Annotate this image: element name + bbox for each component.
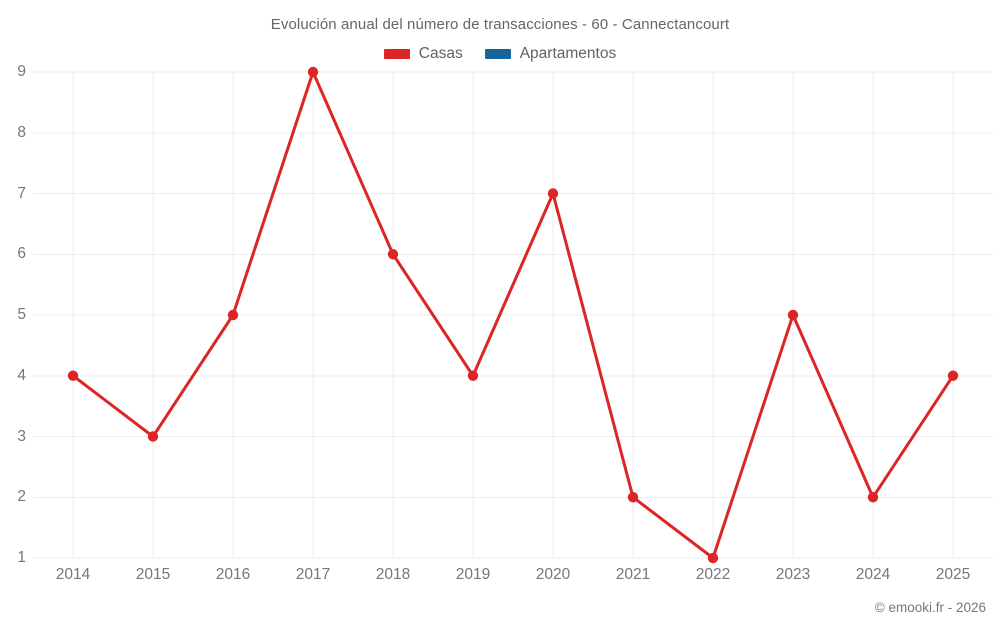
x-axis-tick-label: 2019	[455, 566, 491, 583]
y-axis-tick-label: 5	[17, 306, 26, 323]
x-axis-tick-label: 2017	[295, 566, 331, 583]
y-axis-tick-label: 7	[17, 184, 26, 202]
data-point[interactable]	[67, 370, 79, 381]
data-point[interactable]	[547, 188, 559, 199]
data-point[interactable]	[867, 492, 879, 503]
x-axis-tick-label: 2023	[775, 566, 811, 583]
chart-legend: Casas Apartamentos	[0, 45, 1000, 63]
data-point[interactable]	[147, 431, 159, 442]
x-axis-tick-label: 2018	[375, 566, 411, 583]
x-axis-tick-label: 2020	[535, 566, 571, 583]
x-axis-tick-label: 2015	[135, 566, 171, 583]
y-axis-tick-label: 6	[17, 245, 26, 263]
y-axis-tick-label: 3	[17, 427, 26, 445]
x-axis-tick-label: 2021	[615, 566, 651, 583]
legend-swatch-casas	[383, 49, 410, 59]
series-line-casas	[71, 70, 955, 560]
x-axis-tick-label: 2025	[935, 566, 971, 583]
x-axis-tick-label: 2022	[695, 566, 731, 583]
y-axis-tick-label: 9	[17, 63, 26, 80]
y-axis-tick-label: 2	[17, 488, 26, 506]
data-point[interactable]	[787, 309, 799, 321]
data-point[interactable]	[947, 370, 959, 381]
y-axis-tick-label: 1	[17, 549, 26, 566]
chart-title: Evolución anual del número de transaccio…	[270, 16, 730, 33]
y-axis-tick-labels: 1 2 3 4 5 6 7 8 9	[0, 0, 26, 625]
data-point[interactable]	[307, 66, 319, 78]
legend-label-apartamentos: Apartamentos	[519, 45, 617, 62]
legend-item-casas[interactable]: Casas	[383, 45, 463, 63]
legend-label-casas: Casas	[418, 45, 463, 62]
data-point[interactable]	[627, 492, 639, 503]
data-point[interactable]	[227, 309, 239, 321]
x-axis-tick-label: 2016	[215, 566, 251, 583]
y-axis-tick-label: 4	[17, 366, 26, 384]
data-point[interactable]	[467, 370, 479, 381]
x-axis-tick-label: 2024	[855, 566, 891, 583]
copyright-footer: © emooki.fr - 2026	[874, 600, 986, 615]
x-axis-tick-label: 2014	[55, 566, 91, 583]
legend-swatch-apartamentos	[484, 49, 511, 59]
y-axis-tick-label: 8	[17, 123, 26, 141]
legend-item-apartamentos[interactable]: Apartamentos	[484, 45, 617, 63]
data-point[interactable]	[707, 552, 719, 564]
data-point[interactable]	[387, 249, 399, 260]
